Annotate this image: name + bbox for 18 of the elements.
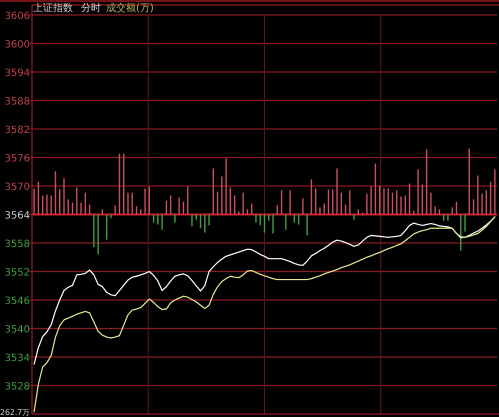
y-tick-label: 3564: [4, 210, 30, 222]
y-tick-label: 3588: [4, 96, 30, 108]
y-tick-label: 3546: [4, 296, 30, 307]
chart-subtitle: 分时: [81, 2, 101, 14]
y-tick-label: 3528: [4, 382, 30, 392]
y-tick-label: 3552: [4, 268, 30, 278]
y-tick-label: 3582: [4, 125, 30, 136]
text: 262.7万: [0, 408, 31, 417]
y-tick-label: 3576: [4, 154, 30, 164]
y-tick-label: 3606: [4, 11, 30, 22]
y-tick-label: 3534: [4, 353, 30, 364]
y-tick-label: 3570: [4, 182, 30, 193]
y-tick-label: 3558: [4, 239, 30, 250]
y-tick-label: 3594: [4, 68, 30, 79]
chart-title: 上证指数: [33, 2, 73, 14]
y-tick-label: 3540: [4, 324, 30, 336]
y-tick-label: 3600: [4, 40, 30, 50]
text: 成交额(万): [106, 2, 154, 14]
